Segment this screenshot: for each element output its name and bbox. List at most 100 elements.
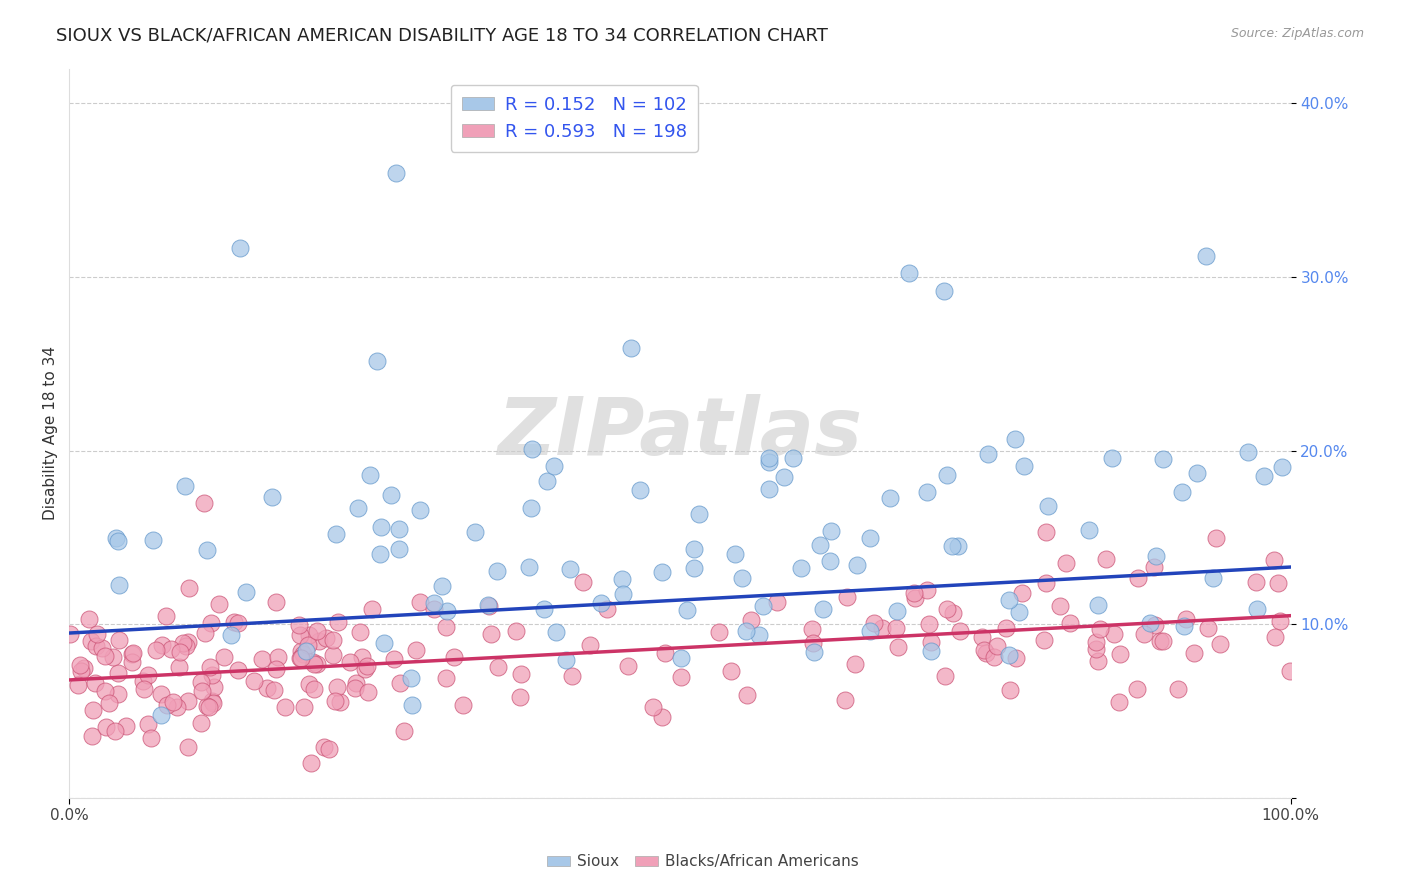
Point <box>589 596 612 610</box>
Point <box>709 624 731 639</box>
Point <box>423 596 446 610</box>
Point <box>898 266 921 280</box>
Point <box>302 657 325 671</box>
Point <box>322 648 344 662</box>
Point <box>479 627 502 641</box>
Point <box>366 354 388 368</box>
Point <box>138 667 160 681</box>
Point <box>932 284 955 298</box>
Point <box>723 547 745 561</box>
Point <box>517 560 540 574</box>
Point <box>208 597 231 611</box>
Point <box>835 590 858 604</box>
Point <box>229 242 252 256</box>
Point <box>201 694 224 708</box>
Point <box>1197 621 1219 635</box>
Point <box>651 565 673 579</box>
Point <box>388 522 411 536</box>
Point <box>198 660 221 674</box>
Point <box>141 731 163 746</box>
Point <box>735 624 758 639</box>
Point <box>73 661 96 675</box>
Point <box>96 720 118 734</box>
Point <box>884 621 907 635</box>
Point <box>1011 586 1033 600</box>
Point <box>121 646 143 660</box>
Point <box>150 638 173 652</box>
Point <box>356 659 378 673</box>
Point <box>221 627 243 641</box>
Point <box>193 496 215 510</box>
Point <box>1264 630 1286 644</box>
Point <box>1104 627 1126 641</box>
Point <box>86 626 108 640</box>
Point <box>69 664 91 678</box>
Point <box>323 694 346 708</box>
Point <box>318 742 340 756</box>
Point <box>1171 484 1194 499</box>
Point <box>915 582 938 597</box>
Point <box>628 483 651 498</box>
Point <box>970 630 993 644</box>
Point <box>382 652 405 666</box>
Point <box>1038 499 1060 513</box>
Point <box>1014 458 1036 473</box>
Point <box>859 624 882 638</box>
Point <box>1279 664 1302 678</box>
Point <box>357 685 380 699</box>
Point <box>212 650 235 665</box>
Point <box>297 638 319 652</box>
Point <box>67 678 90 692</box>
Point <box>1143 559 1166 574</box>
Point <box>1173 619 1195 633</box>
Point <box>79 612 101 626</box>
Point <box>1268 614 1291 628</box>
Point <box>478 599 501 613</box>
Point <box>920 635 942 649</box>
Point <box>641 699 664 714</box>
Point <box>392 724 415 739</box>
Point <box>399 671 422 685</box>
Point <box>115 719 138 733</box>
Point <box>150 708 173 723</box>
Point <box>782 451 804 466</box>
Point <box>201 668 224 682</box>
Point <box>174 479 197 493</box>
Point <box>167 660 190 674</box>
Point <box>903 586 925 600</box>
Point <box>308 634 330 648</box>
Point <box>436 604 458 618</box>
Point <box>1004 651 1026 665</box>
Point <box>1271 459 1294 474</box>
Point <box>808 538 831 552</box>
Point <box>322 632 344 647</box>
Point <box>82 729 104 743</box>
Legend: Sioux, Blacks/African Americans: Sioux, Blacks/African Americans <box>541 848 865 875</box>
Point <box>509 667 531 681</box>
Point <box>1263 553 1285 567</box>
Point <box>242 674 264 689</box>
Point <box>886 640 908 654</box>
Point <box>998 648 1021 662</box>
Point <box>290 643 312 657</box>
Point <box>935 467 957 482</box>
Point <box>179 581 201 595</box>
Point <box>803 645 825 659</box>
Point <box>934 669 956 683</box>
Point <box>595 602 617 616</box>
Point <box>343 681 366 696</box>
Point <box>353 662 375 676</box>
Point <box>758 455 780 469</box>
Point <box>198 700 221 714</box>
Point <box>820 554 842 568</box>
Point <box>998 682 1021 697</box>
Point <box>1152 451 1174 466</box>
Point <box>612 587 634 601</box>
Point <box>520 501 543 516</box>
Point <box>267 649 290 664</box>
Point <box>350 649 373 664</box>
Point <box>292 647 315 661</box>
Point <box>359 468 381 483</box>
Point <box>329 694 352 708</box>
Point <box>949 624 972 639</box>
